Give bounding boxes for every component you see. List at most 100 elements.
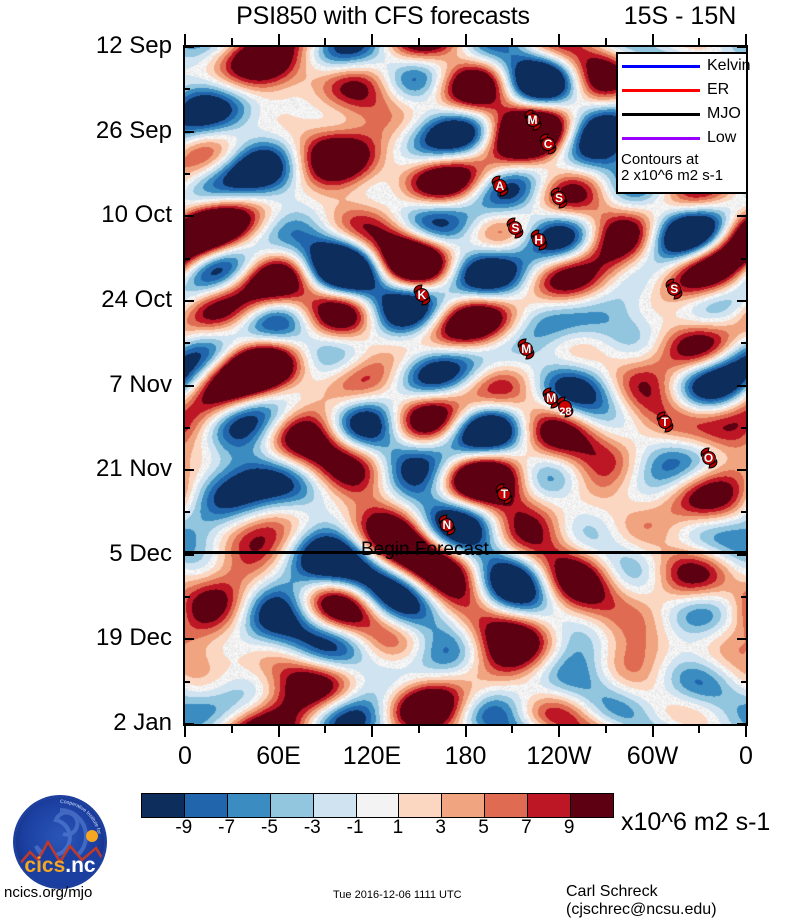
x-axis-tick — [464, 34, 467, 45]
legend-line-swatch — [622, 136, 700, 140]
colorbar-swatch — [142, 794, 185, 817]
storm-marker: O — [698, 445, 720, 471]
y-axis-tick — [183, 130, 194, 133]
legend-line-swatch — [622, 64, 700, 68]
colorbar-tick-label: -9 — [175, 817, 193, 838]
colorbar-tick-label: 9 — [563, 817, 575, 838]
colorbar-tick-label: -7 — [218, 817, 236, 838]
x-axis-tick-label: 120E — [342, 742, 402, 770]
wave-type-legend: Kelvin ER MJO Low Contours at 2 x10^6 m2 s-… — [616, 52, 751, 194]
y-axis-tick-label: 5 Dec — [109, 539, 172, 567]
x-axis-tick — [558, 726, 560, 737]
colorbar-tick-label: 5 — [478, 817, 489, 838]
x-axis-tick-label: 60W — [626, 742, 679, 770]
x-axis-minor-tick — [324, 726, 327, 733]
legend-entry-mjo: MJO — [618, 102, 746, 126]
x-axis-tick — [277, 726, 280, 737]
y-axis-tick-label: 24 Oct — [101, 285, 172, 313]
storm-marker: S — [504, 215, 526, 241]
legend-entry-label: ER — [707, 81, 730, 98]
colorbar-tick-label: -1 — [346, 817, 364, 838]
colorbar-swatch — [184, 794, 228, 817]
y-axis-minor-tick — [183, 342, 190, 345]
colorbar-swatch — [442, 794, 486, 817]
x-axis-tick — [651, 726, 654, 737]
colorbar-tick-label: 1 — [392, 817, 404, 838]
y-axis-minor-tick — [183, 511, 190, 514]
x-axis-minor-tick — [324, 38, 327, 45]
legend-entry-label: Low — [707, 129, 737, 146]
y-axis-minor-tick — [183, 88, 190, 91]
colorbar-swatch — [528, 794, 572, 817]
y-axis-tick — [183, 46, 194, 48]
y-axis-minor-tick — [741, 680, 748, 683]
x-axis-minor-tick — [698, 38, 701, 45]
storm-marker: A — [489, 173, 511, 199]
x-axis-tick — [745, 34, 747, 45]
x-axis-tick-label: 0 — [739, 742, 753, 770]
legend-entry-label: Kelvin — [707, 57, 751, 74]
storm-marker: M — [522, 107, 544, 133]
colorbar-swatch — [485, 794, 529, 817]
colorbar-swatch — [399, 794, 443, 817]
storm-marker — [554, 394, 576, 420]
y-axis-tick — [183, 469, 194, 472]
y-axis-tick-label: 2 Jan — [113, 709, 172, 736]
x-axis-tick — [745, 726, 747, 737]
colorbar-tick-label: 7 — [521, 817, 532, 838]
storm-marker: S — [663, 276, 685, 302]
y-axis-tick — [737, 215, 748, 218]
y-axis-tick — [737, 299, 748, 302]
cics-nc-logo[interactable]: cics.nc Cooperative Institute for Climat… — [6, 786, 112, 894]
contour-note-line2: 2 x10^6 m2 s-1 — [621, 167, 724, 184]
storm-marker: M — [515, 336, 537, 362]
y-axis-tick — [737, 553, 748, 556]
y-axis-minor-tick — [741, 511, 748, 514]
x-axis-minor-tick — [230, 726, 233, 733]
y-axis-minor-tick — [183, 257, 190, 260]
y-axis-tick — [183, 299, 194, 302]
legend-entry-kelvin: Kelvin — [618, 54, 751, 78]
colorbar-units-label: x10^6 m2 s-1 — [621, 808, 771, 836]
x-axis-tick-label: 60E — [256, 742, 301, 770]
x-axis-tick — [371, 726, 373, 737]
colorbar-tick-label: -3 — [303, 817, 321, 838]
y-axis-tick — [183, 215, 194, 218]
x-axis-tick — [371, 34, 373, 45]
y-axis-tick-label: 26 Sep — [95, 116, 172, 144]
x-axis-minor-tick — [511, 726, 514, 733]
x-axis-tick — [558, 34, 560, 45]
x-axis-minor-tick — [511, 38, 514, 45]
footer-website[interactable]: ncics.org/mjo — [4, 884, 93, 901]
x-axis-tick-label: 0 — [178, 742, 192, 770]
x-axis-minor-tick — [417, 38, 420, 45]
colorbar-swatch — [313, 794, 357, 817]
footer-timestamp: Tue 2016-12-06 1111 UTC — [333, 889, 462, 901]
y-axis-tick-label: 19 Dec — [95, 624, 172, 652]
y-axis-minor-tick — [741, 596, 748, 599]
storm-marker: K — [411, 282, 433, 308]
legend-entry-er: ER — [618, 78, 746, 102]
y-axis-tick-label: 12 Sep — [95, 32, 172, 59]
y-axis-tick — [183, 723, 194, 725]
y-axis-tick — [183, 384, 194, 387]
contour-interval-note: Contours at 2 x10^6 m2 s-1 — [618, 150, 746, 184]
latitude-band-label: 15S - 15N — [623, 2, 737, 30]
x-axis-minor-tick — [230, 38, 233, 45]
x-axis-tick — [464, 726, 467, 737]
y-axis-tick — [737, 469, 748, 472]
x-axis-minor-tick — [417, 726, 420, 733]
x-axis-tick — [651, 34, 654, 45]
y-axis-labels: 12 Sep 26 Sep 10 Oct 24 Oct 7 Nov 21 Nov 5 Dec… — [0, 32, 172, 736]
legend-line-swatch — [622, 88, 700, 92]
page-title: PSI850 with CFS forecasts — [236, 2, 530, 30]
y-axis-tick — [737, 46, 748, 48]
begin-forecast-line — [183, 551, 748, 554]
y-axis-tick — [737, 638, 748, 641]
colorbar-tick-label: -5 — [261, 817, 278, 838]
y-axis-minor-tick — [741, 426, 748, 429]
x-axis-tick — [184, 726, 186, 737]
legend-entry-label: MJO — [707, 105, 741, 122]
y-axis-minor-tick — [183, 426, 190, 429]
